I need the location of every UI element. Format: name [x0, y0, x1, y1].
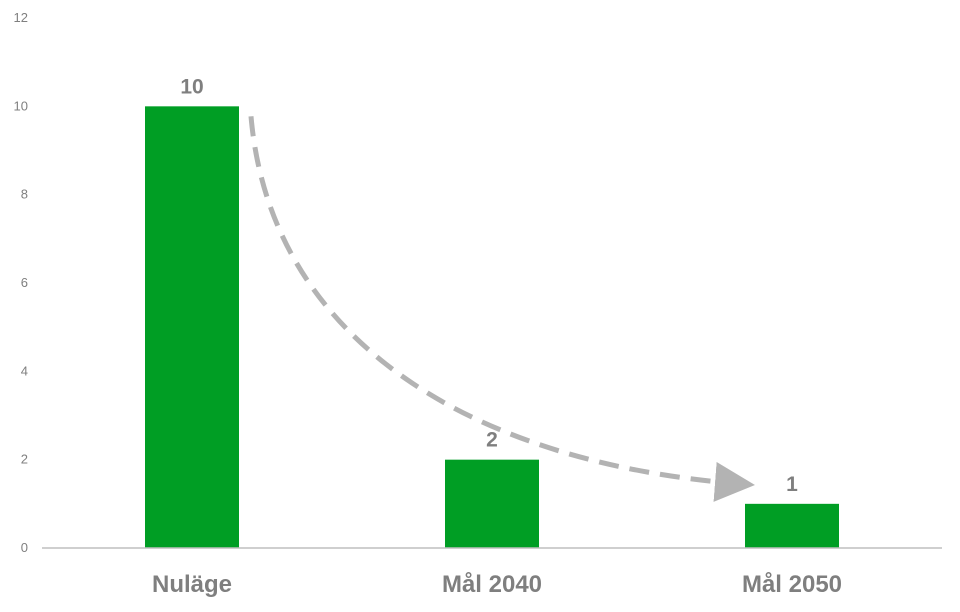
y-tick-label: 2	[21, 452, 28, 467]
y-tick-label: 10	[14, 98, 28, 113]
y-tick-label: 0	[21, 540, 28, 555]
bar	[145, 106, 239, 548]
data-label: 1	[786, 473, 798, 496]
category-labels: Nuläge Mål 2040 Mål 2050	[152, 571, 842, 598]
trend-arrow	[248, 116, 755, 502]
category-label: Mål 2040	[442, 571, 542, 598]
data-label: 2	[486, 429, 498, 452]
data-label: 10	[180, 75, 203, 98]
category-label: Nuläge	[152, 571, 232, 598]
y-tick-label: 8	[21, 187, 28, 202]
y-tick-label: 12	[14, 10, 28, 25]
category-label: Mål 2050	[742, 571, 842, 598]
bar	[445, 459, 539, 548]
y-tick-label: 4	[21, 363, 28, 378]
bar	[745, 503, 839, 548]
data-labels: 10 2 1	[180, 75, 798, 496]
y-axis-ticks: 0 2 4 6 8 10 12	[14, 10, 28, 555]
y-tick-label: 6	[21, 275, 28, 290]
bars	[145, 106, 839, 548]
